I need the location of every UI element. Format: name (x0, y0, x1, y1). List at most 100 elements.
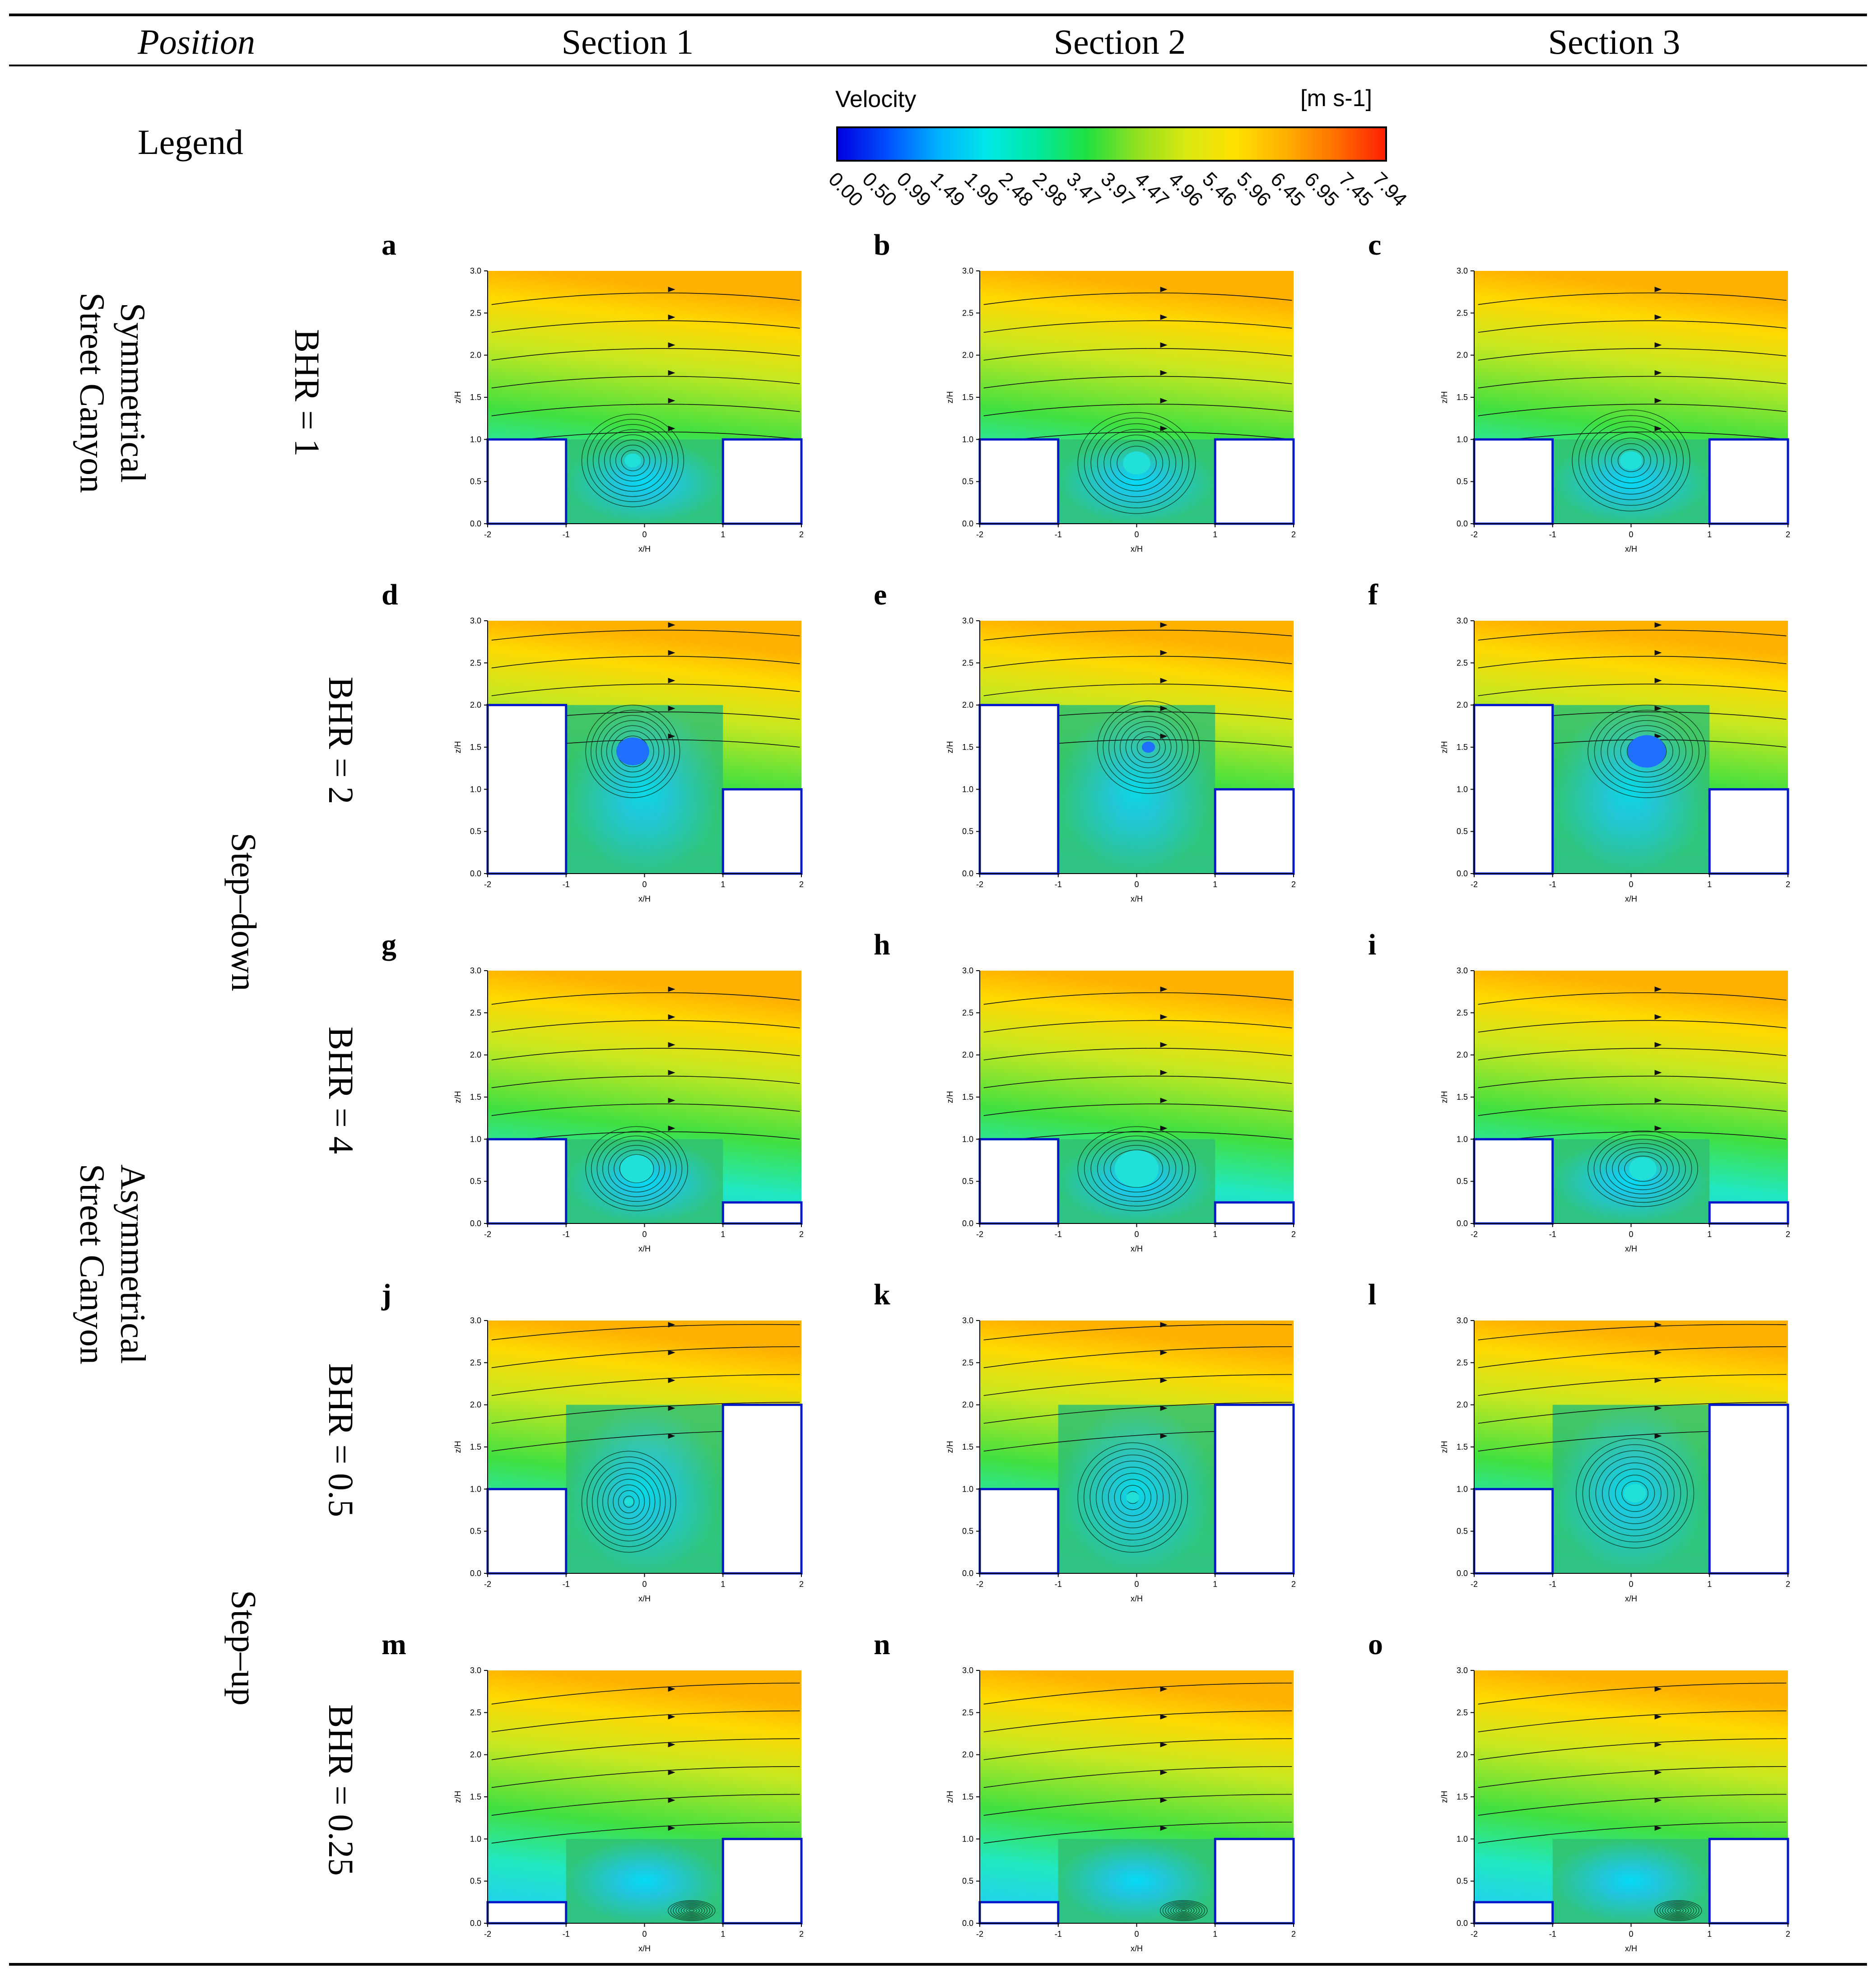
header-position: Position (137, 22, 255, 61)
streamline (983, 1766, 1292, 1788)
xtick-label: 1 (1707, 530, 1712, 539)
flow-arrow (1654, 622, 1662, 628)
building-left (1473, 704, 1554, 875)
flow-plot-l: 0.0 0.5 1.0 1.5 2.0 2.5 3.0 -2 -1 0 1 2 x/H z/H (1440, 1316, 1790, 1603)
vortex-streamline (1103, 1145, 1170, 1193)
flow-arrow (1654, 1014, 1662, 1020)
vortex-streamline (1097, 1140, 1177, 1197)
ytick-label: 1.0 (1457, 1834, 1468, 1843)
vortex-streamline (1607, 720, 1686, 783)
vortex-streamline (670, 1901, 713, 1920)
vortex-streamline (1170, 1904, 1197, 1917)
building-right (1708, 1404, 1789, 1575)
flow-arrow (668, 287, 675, 293)
canyon-flow (1058, 1405, 1215, 1573)
vortex-streamline (1585, 421, 1677, 500)
xtick-label: 2 (1786, 1230, 1790, 1239)
streamline (491, 992, 800, 1005)
ytick-label: 1.0 (962, 1484, 973, 1493)
building-left (486, 1901, 568, 1925)
vortex-streamline (1600, 1139, 1686, 1199)
vortex-streamline (1659, 1902, 1697, 1919)
streamline (1478, 992, 1787, 1005)
xtick-label: -2 (976, 1230, 983, 1239)
flow-plot-n: 0.0 0.5 1.0 1.5 2.0 2.5 3.0 -2 -1 0 1 2 x/H z/H (945, 1666, 1296, 1953)
vortex-streamline (602, 1140, 671, 1197)
streamline (491, 1710, 800, 1733)
group-stepdown: Step–down (224, 833, 264, 991)
vortex-streamline (1608, 1468, 1662, 1518)
building-left (486, 438, 568, 525)
x-axis-label: x/H (1131, 1944, 1143, 1953)
vortex-streamline (1657, 1901, 1699, 1920)
colorbar-tick: 1.49 (926, 168, 969, 211)
ytick-label: 1.5 (470, 1093, 481, 1102)
vortex-streamline (689, 1909, 695, 1912)
flow-arrow (1160, 426, 1168, 432)
ytick-label: 2.5 (1457, 1358, 1468, 1367)
flow-plot-i: 0.0 0.5 1.0 1.5 2.0 2.5 3.0 -2 -1 0 1 2 x/H z/H (1440, 966, 1790, 1253)
canyon-flow (1552, 1139, 1710, 1223)
panel-letter-o: o (1368, 1628, 1383, 1661)
flow-panel-l: 0.0 0.5 1.0 1.5 2.0 2.5 3.0 -2 -1 0 1 2 x/H z/H (1361, 1284, 1813, 1609)
building-left (1473, 1488, 1554, 1575)
streamline (1478, 348, 1787, 361)
header-rule (9, 65, 1867, 66)
xtick-label: 2 (1291, 880, 1296, 889)
flow-arrow (1654, 314, 1662, 320)
flow-panel-o: 0.0 0.5 1.0 1.5 2.0 2.5 3.0 -2 -1 0 1 2 x/H z/H (1361, 1634, 1813, 1959)
flow-arrow (1160, 1797, 1168, 1803)
vortex-streamline (1165, 1902, 1203, 1919)
xtick-label: 0 (642, 1930, 647, 1939)
flow-arrow (1160, 1349, 1168, 1355)
flow-arrow (1654, 1825, 1662, 1831)
canyon-flow (1552, 705, 1710, 874)
ytick-label: 0.5 (1457, 477, 1468, 486)
ytick-label: 3.0 (1457, 1666, 1468, 1675)
ytick-label: 3.0 (470, 616, 481, 625)
vortex-streamline (606, 725, 660, 778)
x-axis-label: x/H (1131, 1244, 1143, 1253)
ytick-label: 0.5 (470, 1877, 481, 1886)
flow-arrow (1654, 1405, 1662, 1411)
building-right (722, 1201, 803, 1225)
ytick-label: 0.0 (470, 869, 481, 878)
ytick-label: 1.5 (962, 1442, 973, 1451)
xtick-label: 0 (1134, 1930, 1139, 1939)
x-axis-label: x/H (638, 1244, 651, 1253)
building-right (1214, 1837, 1295, 1925)
xtick-label: 0 (642, 880, 647, 889)
flow-arrow (1654, 1433, 1662, 1439)
ytick-label: 2.0 (1457, 701, 1468, 710)
building-right (1214, 438, 1295, 525)
vortex-streamline (1670, 1907, 1686, 1915)
vortex-streamline (619, 1154, 654, 1183)
row-label-bhr-2: BHR = 2 (321, 676, 361, 805)
building-left (978, 1138, 1060, 1225)
vortex-streamline (585, 704, 680, 798)
ytick-label: 2.0 (470, 701, 481, 710)
vortex-streamline (587, 419, 679, 502)
building-right (1708, 438, 1789, 525)
vortex-streamline (613, 1484, 645, 1519)
ytick-label: 2.0 (1457, 1750, 1468, 1759)
streamline (983, 1075, 1292, 1088)
xtick-label: -2 (1471, 880, 1478, 889)
flow-arrow (668, 1714, 675, 1720)
xtick-label: -2 (484, 1230, 491, 1239)
ytick-label: 1.5 (470, 1442, 481, 1451)
panel-letter-e: e (874, 578, 887, 611)
ytick-label: 2.5 (1457, 1708, 1468, 1717)
ytick-label: 0.5 (962, 827, 973, 836)
ytick-label: 2.0 (1457, 351, 1468, 360)
ytick-label: 1.5 (470, 1792, 481, 1801)
ytick-label: 0.5 (470, 1527, 481, 1536)
flow-plot-b: 0.0 0.5 1.0 1.5 2.0 2.5 3.0 -2 -1 0 1 2 x/H z/H (945, 266, 1296, 553)
ytick-label: 3.0 (470, 1666, 481, 1675)
ytick-label: 1.5 (962, 1792, 973, 1801)
xtick-label: -1 (563, 1580, 570, 1589)
flow-arrow (1160, 1405, 1168, 1411)
streamline (983, 992, 1292, 1005)
building-right (1708, 788, 1789, 875)
ytick-label: 0.0 (1457, 1569, 1468, 1578)
